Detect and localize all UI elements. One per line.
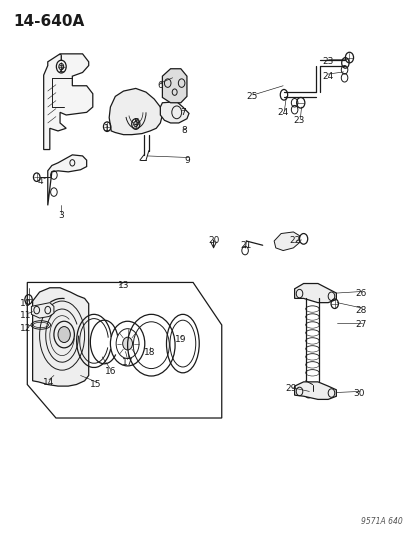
Text: 15: 15 (90, 380, 102, 389)
Text: 5: 5 (133, 118, 138, 127)
Polygon shape (294, 382, 335, 399)
Text: 26: 26 (354, 288, 366, 297)
Text: 14: 14 (43, 378, 55, 387)
Text: 1: 1 (104, 124, 110, 133)
Text: 1: 1 (58, 54, 64, 62)
Text: 16: 16 (104, 367, 116, 376)
Text: 11: 11 (19, 311, 31, 320)
Circle shape (133, 122, 138, 127)
Text: 9571A 640: 9571A 640 (360, 517, 402, 526)
Text: 28: 28 (354, 305, 366, 314)
Text: 25: 25 (246, 92, 258, 101)
Text: 14-640A: 14-640A (13, 14, 84, 29)
Polygon shape (31, 303, 54, 318)
Text: 23: 23 (293, 116, 304, 125)
Polygon shape (273, 232, 299, 251)
Text: 21: 21 (240, 241, 252, 250)
Text: 24: 24 (322, 71, 333, 80)
Text: 18: 18 (144, 348, 155, 357)
Text: 3: 3 (58, 212, 64, 221)
Text: 23: 23 (322, 58, 333, 66)
Text: 24: 24 (277, 108, 288, 117)
Text: 8: 8 (181, 126, 187, 135)
Polygon shape (47, 155, 86, 205)
Text: 30: 30 (352, 389, 364, 398)
Polygon shape (162, 69, 187, 103)
Text: 2: 2 (58, 66, 64, 74)
Circle shape (122, 337, 132, 350)
Text: 27: 27 (354, 320, 366, 329)
Text: 19: 19 (175, 335, 186, 344)
Polygon shape (294, 284, 335, 303)
Polygon shape (160, 102, 189, 123)
Text: 13: 13 (117, 280, 129, 289)
Text: 29: 29 (285, 384, 296, 393)
Circle shape (58, 327, 70, 343)
Text: 6: 6 (157, 81, 163, 90)
Text: 17: 17 (121, 358, 133, 367)
Polygon shape (33, 288, 88, 386)
Circle shape (59, 63, 64, 70)
Text: 10: 10 (19, 299, 31, 308)
Text: 4: 4 (37, 177, 43, 186)
Text: 20: 20 (207, 237, 219, 246)
Text: 7: 7 (180, 108, 185, 117)
Text: 9: 9 (184, 156, 190, 165)
Text: 22: 22 (289, 237, 300, 246)
Polygon shape (109, 88, 162, 135)
Text: 12: 12 (19, 324, 31, 333)
Polygon shape (44, 54, 93, 150)
